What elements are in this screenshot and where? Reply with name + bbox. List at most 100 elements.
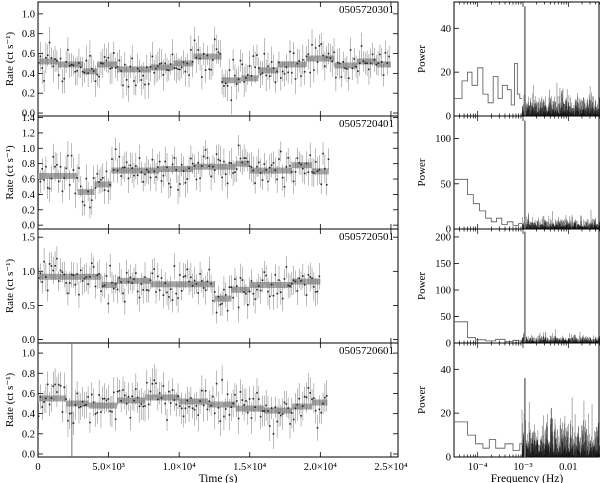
block-bar [97, 61, 118, 68]
data-point [258, 285, 260, 287]
data-point [120, 175, 122, 177]
data-point [118, 389, 121, 392]
data-points [38, 26, 390, 115]
data-point [41, 406, 44, 408]
data-point [223, 160, 225, 163]
data-point [63, 177, 66, 179]
data-point [351, 67, 354, 70]
data-point [267, 65, 269, 68]
data-point [329, 57, 332, 59]
data-point [136, 67, 139, 70]
data-point [83, 204, 86, 207]
data-point [184, 70, 187, 73]
data-point [195, 405, 198, 407]
data-point [274, 81, 277, 84]
data-point [157, 65, 159, 68]
data-point [287, 71, 289, 74]
data-point [76, 392, 78, 395]
data-point [270, 283, 273, 286]
data-point [109, 410, 111, 412]
data-point [67, 419, 69, 422]
data-point [89, 421, 91, 424]
data-point [68, 412, 71, 415]
data-point [300, 75, 302, 77]
data-point [147, 171, 150, 173]
y-tick-label: 0.0 [22, 335, 35, 346]
y-tick-label: 0.0 [22, 449, 35, 460]
y-tick-label: 50 [441, 312, 452, 323]
data-point [98, 181, 100, 183]
data-point [76, 69, 78, 72]
data-point [50, 177, 53, 180]
data-point [92, 266, 95, 268]
data-point [213, 412, 216, 415]
data-point [131, 167, 133, 169]
data-point [61, 411, 64, 413]
data-point [96, 173, 99, 175]
data-point [72, 274, 75, 277]
data-point [125, 271, 128, 274]
data-point [46, 383, 49, 386]
light-curve-panel: 0.0 0.2 0.4 0.6 0.8 1.0 Rate (ct s⁻¹) 050572030… [4, 1, 399, 120]
data-point [274, 406, 277, 409]
data-point [171, 163, 174, 166]
data-point [193, 279, 196, 282]
data-point [246, 74, 249, 76]
data-point [79, 269, 82, 272]
data-point [368, 68, 370, 71]
y-tick-label: 0.4 [22, 69, 36, 80]
data-point [114, 283, 117, 285]
data-point [324, 396, 326, 399]
x-axis-label-frequency: Frequency (Hz) [491, 473, 564, 483]
data-point [248, 290, 251, 293]
block-bar [193, 163, 236, 170]
data-point [54, 264, 56, 267]
data-point [46, 186, 49, 189]
data-point [243, 404, 245, 406]
block-bar [66, 400, 89, 407]
data-point [208, 68, 211, 71]
data-point [199, 57, 201, 60]
data-point [235, 285, 238, 287]
data-point [157, 275, 159, 278]
data-point [235, 83, 238, 85]
y-tick-label: 40 [441, 365, 452, 376]
data-point [149, 65, 152, 68]
data-point [136, 290, 139, 293]
data-point [241, 161, 244, 164]
data-point [309, 392, 311, 394]
data-point [105, 170, 108, 173]
data-point [144, 276, 146, 278]
data-point [307, 274, 310, 276]
data-point [190, 157, 192, 160]
data-point [138, 70, 141, 72]
data-point [294, 78, 297, 80]
data-point [135, 84, 137, 87]
data-point [140, 403, 143, 405]
data-point [65, 61, 67, 63]
data-point [89, 275, 91, 278]
data-point [199, 273, 201, 275]
data-point [54, 58, 56, 60]
data-point [162, 174, 165, 177]
data-point [182, 170, 185, 172]
data-point [72, 422, 75, 424]
data-point [188, 167, 190, 169]
data-point [125, 402, 128, 405]
data-point [151, 158, 154, 161]
data-point [239, 59, 242, 62]
y-tick-label: 1.0 [22, 144, 35, 155]
data-point [142, 181, 144, 183]
data-point [212, 299, 214, 302]
data-point [276, 292, 278, 295]
data-point [362, 60, 365, 63]
data-point [102, 62, 104, 65]
data-point [92, 177, 95, 179]
data-point [294, 407, 297, 410]
data-point [316, 170, 319, 172]
y-axis-label: Rate (ct s⁻¹) [4, 259, 16, 314]
data-point [164, 402, 166, 405]
data-point [292, 418, 295, 421]
data-point [65, 398, 67, 400]
data-point [344, 67, 346, 70]
